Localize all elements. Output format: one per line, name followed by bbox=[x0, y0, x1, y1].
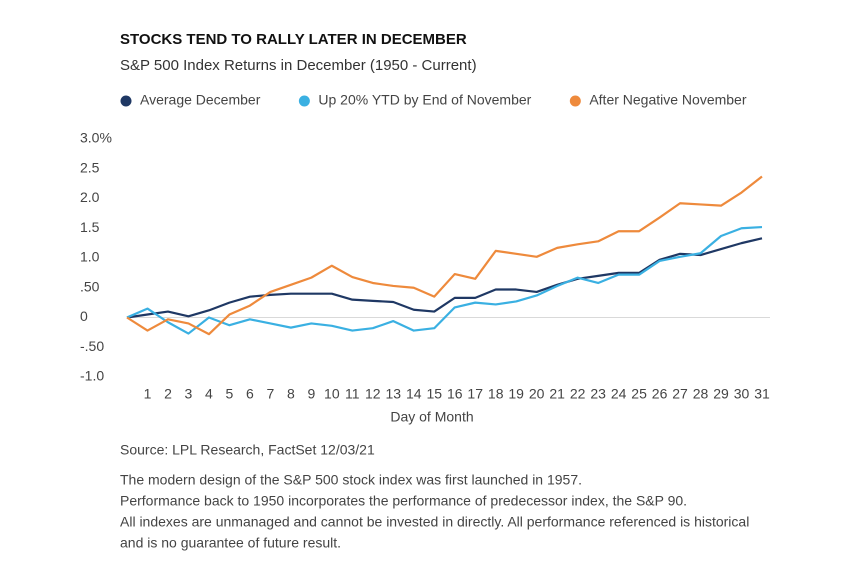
x-tick-label: 26 bbox=[652, 386, 668, 402]
x-tick-label: 23 bbox=[590, 386, 606, 402]
y-tick-label: .50 bbox=[80, 278, 100, 294]
x-tick-label: 11 bbox=[345, 386, 360, 402]
legend-label: Up 20% YTD by End of November bbox=[318, 92, 531, 108]
y-tick-label: 1.5 bbox=[80, 219, 100, 235]
x-tick-label: 25 bbox=[631, 386, 647, 402]
legend-marker bbox=[298, 95, 310, 107]
x-tick-label: 9 bbox=[307, 386, 315, 402]
legend-marker bbox=[120, 95, 132, 107]
x-tick-label: 31 bbox=[754, 386, 770, 402]
x-tick-label: 20 bbox=[529, 386, 545, 402]
x-axis-label: Day of Month bbox=[390, 409, 473, 425]
x-tick-label: 12 bbox=[365, 386, 381, 402]
series-line bbox=[126, 175, 763, 336]
x-tick-label: 22 bbox=[570, 386, 586, 402]
x-tick-label: 14 bbox=[406, 386, 422, 402]
legend-label: After Negative November bbox=[589, 92, 747, 108]
x-tick-label: 19 bbox=[508, 386, 524, 402]
chart-subtitle: S&P 500 Index Returns in December (1950 … bbox=[120, 57, 477, 74]
y-tick-label: 2.0 bbox=[80, 189, 100, 205]
note: The modern design of the S&P 500 stock i… bbox=[120, 472, 582, 488]
x-tick-label: 5 bbox=[226, 386, 234, 402]
note: All indexes are unmanaged and cannot be … bbox=[120, 514, 749, 530]
legend-marker bbox=[569, 95, 581, 107]
y-tick-label: 3.0% bbox=[80, 130, 112, 146]
series-line bbox=[126, 225, 763, 335]
x-tick-label: 2 bbox=[164, 386, 172, 402]
y-tick-label: -1.0 bbox=[80, 368, 104, 384]
x-tick-label: 3 bbox=[185, 386, 193, 402]
y-tick-label: 1.0 bbox=[80, 249, 100, 265]
note: and is no guarantee of future result. bbox=[120, 535, 341, 551]
x-tick-label: 7 bbox=[266, 386, 274, 402]
y-tick-label: 0 bbox=[80, 308, 88, 324]
x-tick-label: 27 bbox=[672, 386, 688, 402]
x-tick-label: 30 bbox=[734, 386, 750, 402]
x-tick-label: 13 bbox=[386, 386, 402, 402]
x-tick-label: 28 bbox=[693, 386, 709, 402]
x-tick-label: 21 bbox=[549, 386, 565, 402]
x-tick-label: 10 bbox=[324, 386, 340, 402]
y-tick-label: 2.5 bbox=[80, 159, 100, 175]
x-tick-label: 6 bbox=[246, 386, 254, 402]
x-tick-label: 8 bbox=[287, 386, 295, 402]
x-tick-label: 1 bbox=[144, 386, 152, 402]
x-tick-label: 15 bbox=[426, 386, 442, 402]
y-tick-label: -.50 bbox=[80, 338, 104, 354]
x-tick-label: 16 bbox=[447, 386, 463, 402]
note: Performance back to 1950 incorporates th… bbox=[120, 493, 687, 509]
chart-title: STOCKS TEND TO RALLY LATER IN DECEMBER bbox=[120, 31, 467, 48]
legend-label: Average December bbox=[140, 92, 261, 108]
x-tick-label: 17 bbox=[467, 386, 483, 402]
series-line bbox=[126, 237, 763, 319]
x-tick-label: 4 bbox=[205, 386, 213, 402]
x-tick-label: 18 bbox=[488, 386, 504, 402]
x-tick-label: 29 bbox=[713, 386, 729, 402]
source: Source: LPL Research, FactSet 12/03/21 bbox=[120, 442, 375, 458]
x-tick-label: 24 bbox=[611, 386, 627, 402]
